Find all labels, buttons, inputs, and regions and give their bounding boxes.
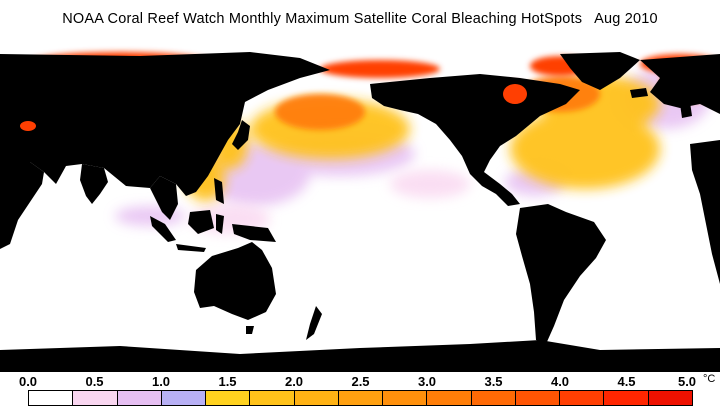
legend-tick-label: 2.0 [284,374,304,389]
legend-swatch [206,391,251,405]
land-philippines [214,178,224,204]
hotspot-patch-central-pacific [390,170,470,198]
land-japan [232,120,250,150]
legend-tick-label: 4.5 [617,374,636,389]
legend-tick-labels: 0.0 0.5 1.0 1.5 2.0 2.5 3.0 3.5 4.0 4.5 5.0 [0,374,720,390]
legend-tick-label: 4.0 [550,374,570,389]
map-title: NOAA Coral Reef Watch Monthly Maximum Sa… [62,11,658,27]
legend-tick-label: 0.0 [18,374,38,389]
legend-swatch [648,391,692,405]
legend-tick-label: 3.0 [417,374,437,389]
land-borneo [188,210,214,234]
land-africa-west [690,140,720,284]
legend-swatch [29,391,74,405]
legend-tick-label: 1.5 [218,374,237,389]
land-sumatra [150,216,176,242]
land-tasmania [246,326,254,334]
land-sulawesi [216,214,224,234]
land-india [80,164,108,204]
land-layer [0,52,720,372]
land-new-guinea [232,224,276,242]
land-greenland [560,52,640,90]
land-africa-east [0,162,44,249]
land-europe [640,54,720,114]
land-iceland [630,88,648,98]
legend-swatch [250,391,295,405]
hudson-bay [503,84,527,104]
legend-tick-label: 0.5 [85,374,104,389]
black-caspian-sea [20,121,36,131]
legend-swatch [73,391,118,405]
legend-swatch [560,391,605,405]
legend-swatch [604,391,649,405]
legend-tick-label: 5.0 [677,374,697,389]
inland-water-layer [20,84,527,131]
legend-tick-label: 3.5 [484,374,503,389]
legend-swatch [294,391,339,405]
legend-tick-label: 2.5 [351,374,370,389]
legend-swatch [515,391,561,405]
land-australia [194,242,276,320]
legend-swatch [383,391,428,405]
land-java [176,244,206,252]
hotspot-world-map [0,44,720,372]
land-eurasia-east [0,52,330,196]
land-british-isles [680,102,692,118]
hotspot-color-scale [28,390,693,406]
land-north-america [370,74,580,206]
legend-swatch [117,391,162,405]
land-antarctica [0,340,720,372]
land-south-america [516,204,606,344]
legend-swatch [338,391,384,405]
legend-swatch [161,391,207,405]
legend-unit: °C [703,373,716,385]
legend-swatch [471,391,516,405]
legend-tick-label: 1.0 [151,374,171,389]
hotspot-patch-kamchatka-sea [275,94,365,130]
land-new-zealand [306,306,322,340]
hotspot-patch-arctic-alaska [320,60,440,78]
land-indochina [150,176,178,220]
legend-swatch [427,391,472,405]
